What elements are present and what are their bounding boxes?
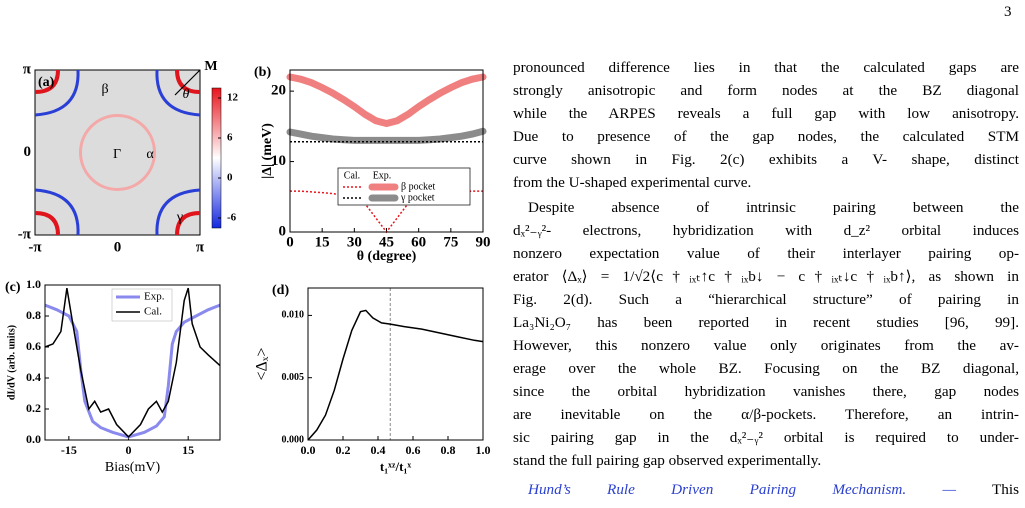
x-tick-label: 15: [315, 234, 330, 250]
page-number: 3: [1004, 4, 1012, 20]
text-line: However, this nonzero value only origina…: [513, 337, 1019, 354]
legend-header: Exp.: [373, 170, 392, 181]
data-line: [44, 287, 221, 438]
x-tick-label: 75: [443, 234, 458, 250]
text-line: curve shown in Fig. 2(c) exhibits a V- s…: [513, 151, 1019, 168]
y-tick-label: 0.000: [282, 434, 305, 445]
x-tick-label: 15: [182, 443, 194, 457]
text-line: stand the full pairing gap observed expe…: [513, 452, 822, 469]
x-tick-label: 30: [347, 234, 362, 250]
text-line: Due to presence of the gap nodes, the ca…: [513, 128, 1019, 145]
y-tick-label: 20: [271, 83, 286, 99]
x-axis-label: θ (degree): [357, 249, 417, 264]
legend-label: Exp.: [144, 291, 165, 303]
colorbar-tick-label: -6: [227, 212, 237, 224]
text-line: dₓ²₋ᵧ²- electrons, hybridization with d_…: [513, 222, 1019, 239]
text-line: while the ARPES reveals a full gap with …: [513, 105, 1019, 122]
x-tick-label: 0: [286, 234, 294, 250]
y-tick-label: 0.6: [26, 339, 41, 353]
text-line: from the U-shaped experimental curve.: [513, 174, 752, 191]
data-line: [44, 303, 221, 439]
legend-header: Cal.: [344, 170, 360, 181]
colorbar-tick-label: 0: [227, 172, 233, 184]
y-axis-label: |Δ| (meV): [260, 123, 275, 179]
bz-frame: [34, 69, 201, 236]
y-tick-label: 10: [271, 153, 286, 169]
experimental-line: [286, 73, 487, 128]
text-line: Despite absence of intrinsic pairing bet…: [528, 199, 1019, 216]
panel-label: (b): [254, 65, 271, 80]
y-tick-label: 0.010: [282, 310, 305, 321]
text-line: La₃Ni₂O₇ has been reported in recent stu…: [513, 314, 1019, 331]
y-tick-label: 0.2: [26, 401, 41, 415]
y-tick-label: 0: [279, 223, 287, 239]
text-line: nonzero expectation value of their inter…: [513, 245, 1019, 262]
annotation: β: [101, 82, 108, 97]
fermi-surface: [34, 69, 201, 236]
annotation: γ: [176, 210, 183, 225]
text-line: pronounced difference lies in that the c…: [513, 59, 1019, 76]
plot-frame: [44, 284, 221, 441]
panel-label: (c): [5, 280, 21, 295]
text-line: strongly anisotropic and form nodes at t…: [513, 82, 1019, 99]
annotation: θ: [183, 87, 190, 102]
annotation: Γ: [113, 147, 121, 162]
x-tick-label: π: [196, 239, 205, 255]
plot-frame: [289, 69, 484, 233]
colorbar: [211, 87, 222, 229]
y-tick-label: -π: [18, 226, 32, 242]
y-axis-label: dI/dV (arb. units): [6, 325, 17, 400]
x-tick-label: 0.4: [371, 443, 386, 457]
x-tick-label: 0.2: [336, 443, 351, 457]
panel-label: (a): [38, 75, 55, 90]
y-axis-label: <Δₓ>: [254, 348, 271, 381]
y-tick-label: 0.8: [26, 308, 41, 322]
text-span: This: [992, 481, 1020, 498]
text-line: erator ⟨Δₓ⟩ = 1/√2⟨c†ᵢₓₜ↑c†ᵢₓb↓ − c†ᵢₓₜ↓…: [513, 268, 1019, 285]
x-axis-label: t₁ˣᶻ/t₁ˣ: [380, 459, 411, 474]
y-tick-label: 0.4: [26, 370, 41, 384]
section-heading-line: Hund’s Rule Driven Pairing Mechanism. — …: [528, 480, 1019, 500]
x-tick-label: 1.0: [476, 443, 491, 457]
legend-label: Cal.: [144, 306, 162, 318]
y-tick-label: 0.0: [26, 432, 41, 446]
colorbar-tick-label: 12: [227, 92, 239, 104]
y-tick-label: 0: [24, 144, 32, 160]
annotation: M: [204, 59, 217, 74]
y-tick-label: 0.005: [282, 372, 305, 383]
y-tick-label: π: [23, 61, 32, 77]
section-heading: Hund’s Rule Driven Pairing Mechanism. —: [528, 481, 956, 498]
plot-frame: [307, 287, 484, 441]
annotation: α: [146, 147, 154, 162]
x-tick-label: 0.8: [441, 443, 456, 457]
x-tick-label: 0.0: [301, 443, 316, 457]
legend-frame: [111, 288, 173, 322]
text-line: Fig. 2(d). Such a “hierarchical structur…: [513, 291, 1019, 308]
x-tick-label: 0.6: [406, 443, 421, 457]
text-line: are inevitable on the α/β-pockets. There…: [513, 406, 1019, 423]
text-line: erage over the whole BZ. Focusing on the…: [513, 360, 1019, 377]
x-tick-label: 90: [476, 234, 491, 250]
data-line: [307, 309, 484, 441]
experimental-line: [286, 127, 487, 144]
y-tick-label: 1.0: [26, 277, 41, 291]
legend-label: β pocket: [401, 181, 435, 192]
x-tick-label: 0: [114, 239, 122, 255]
x-tick-label: 45: [379, 234, 394, 250]
x-tick-label: -π: [28, 239, 42, 255]
colorbar-tick-label: 6: [227, 132, 233, 144]
x-tick-label: 0: [126, 443, 132, 457]
text-line: sic pairing gap in the dₓ²₋ᵧ² orbital is…: [513, 429, 1019, 446]
panel-label: (d): [272, 283, 289, 298]
x-tick-label: 60: [411, 234, 426, 250]
x-axis-label: Bias(mV): [105, 460, 161, 475]
text-line: since the orbital hybridization vanishes…: [513, 383, 1019, 400]
x-tick-label: -15: [61, 443, 77, 457]
legend-label: γ pocket: [400, 192, 435, 203]
